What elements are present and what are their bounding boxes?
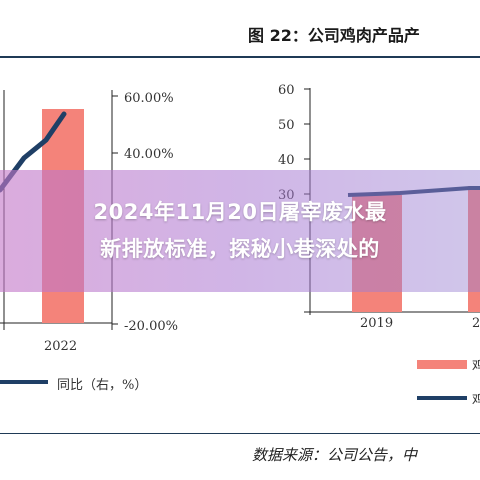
category-next-partial: 2 <box>472 316 480 331</box>
legend-line-label: 鸡 <box>472 392 480 408</box>
data-source: 数据来源：公司公告，中 <box>252 446 418 464</box>
headline-line-2[interactable]: 新排放标准，探秘小巷深处的 <box>100 237 380 261</box>
headline-text[interactable]: 2024年11月20日屠宰废水最 新排放标准，探秘小巷深处的 <box>0 194 480 268</box>
tick-label-r50: 50 <box>278 118 295 133</box>
tick-label-r40: 40 <box>278 153 295 168</box>
headline-line-1[interactable]: 2024年11月20日屠宰废水最 <box>93 200 387 224</box>
tick-label-60: 60.00% <box>124 91 174 106</box>
category-2022: 2022 <box>44 339 77 354</box>
tick-label-neg20: -20.00% <box>124 319 178 334</box>
tick-label-40: 40.00% <box>124 147 174 162</box>
legend-bar-swatch <box>417 360 467 369</box>
tick-label-r60: 60 <box>278 83 295 98</box>
legend-yoy-label: 同比（右，%） <box>57 378 148 393</box>
category-2019: 2019 <box>360 316 393 331</box>
legend-bar-label: 鸡 <box>472 358 480 374</box>
headline-banner[interactable] <box>0 170 480 292</box>
bottom-divider <box>0 433 480 434</box>
figure-title: 图 22：公司鸡肉产品产 <box>248 26 420 45</box>
top-divider <box>0 56 480 58</box>
